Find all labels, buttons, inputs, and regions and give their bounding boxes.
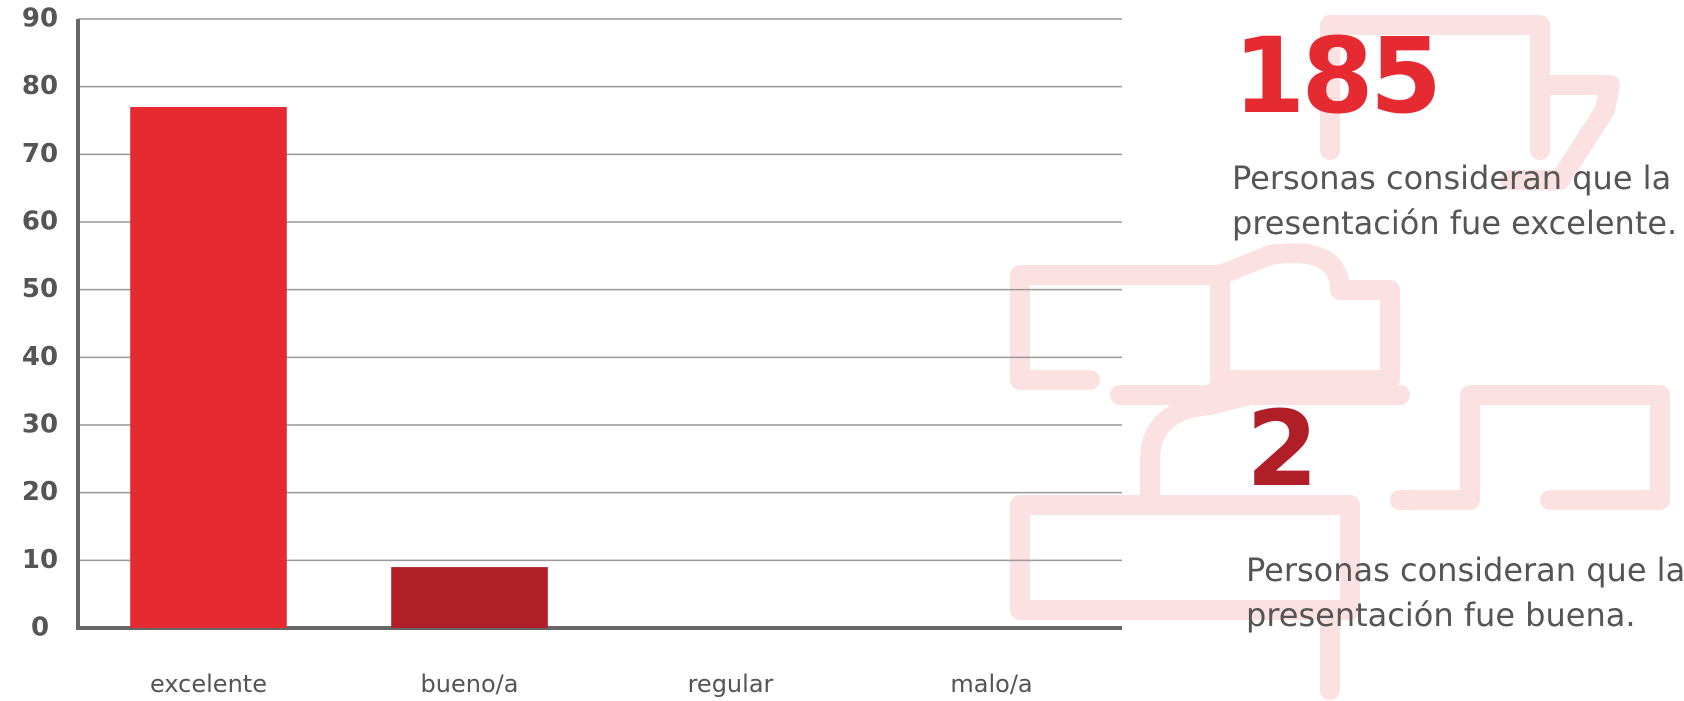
plot: 0 10 20 30 40 50 60 70 80 90 excelente bueno/a regul… [22, 4, 1122, 698]
highlight-text: Personas consideran que la [1232, 159, 1671, 197]
highlight-text: Personas consideran que la [1246, 551, 1684, 589]
y-tick-label: 30 [22, 410, 58, 440]
bar [130, 106, 287, 628]
y-tick-label: 0 [31, 613, 49, 643]
x-tick-label: regular [688, 670, 774, 698]
y-tick-label: 90 [22, 4, 58, 34]
y-tick-label: 40 [22, 342, 58, 372]
x-tick-label: malo/a [950, 670, 1032, 698]
y-tick-label: 20 [22, 477, 58, 507]
y-tick-label: 60 [22, 207, 58, 237]
y-tick-label: 80 [22, 71, 58, 101]
bar [391, 567, 548, 628]
highlight-number: 185 [1233, 15, 1438, 137]
y-tick-label: 50 [22, 274, 58, 304]
x-tick-label: excelente [150, 670, 267, 698]
background-icon [1010, 15, 1670, 700]
y-tick-label: 70 [22, 139, 58, 169]
highlight-number: 2 [1246, 388, 1314, 510]
highlights: 185 Personas consideran que la presentació… [1232, 15, 1684, 634]
y-tick-label: 10 [22, 545, 58, 575]
highlight-text: presentación fue excelente. [1232, 204, 1677, 242]
x-tick-label: bueno/a [421, 670, 519, 698]
highlight-text: presentación fue buena. [1246, 596, 1636, 634]
